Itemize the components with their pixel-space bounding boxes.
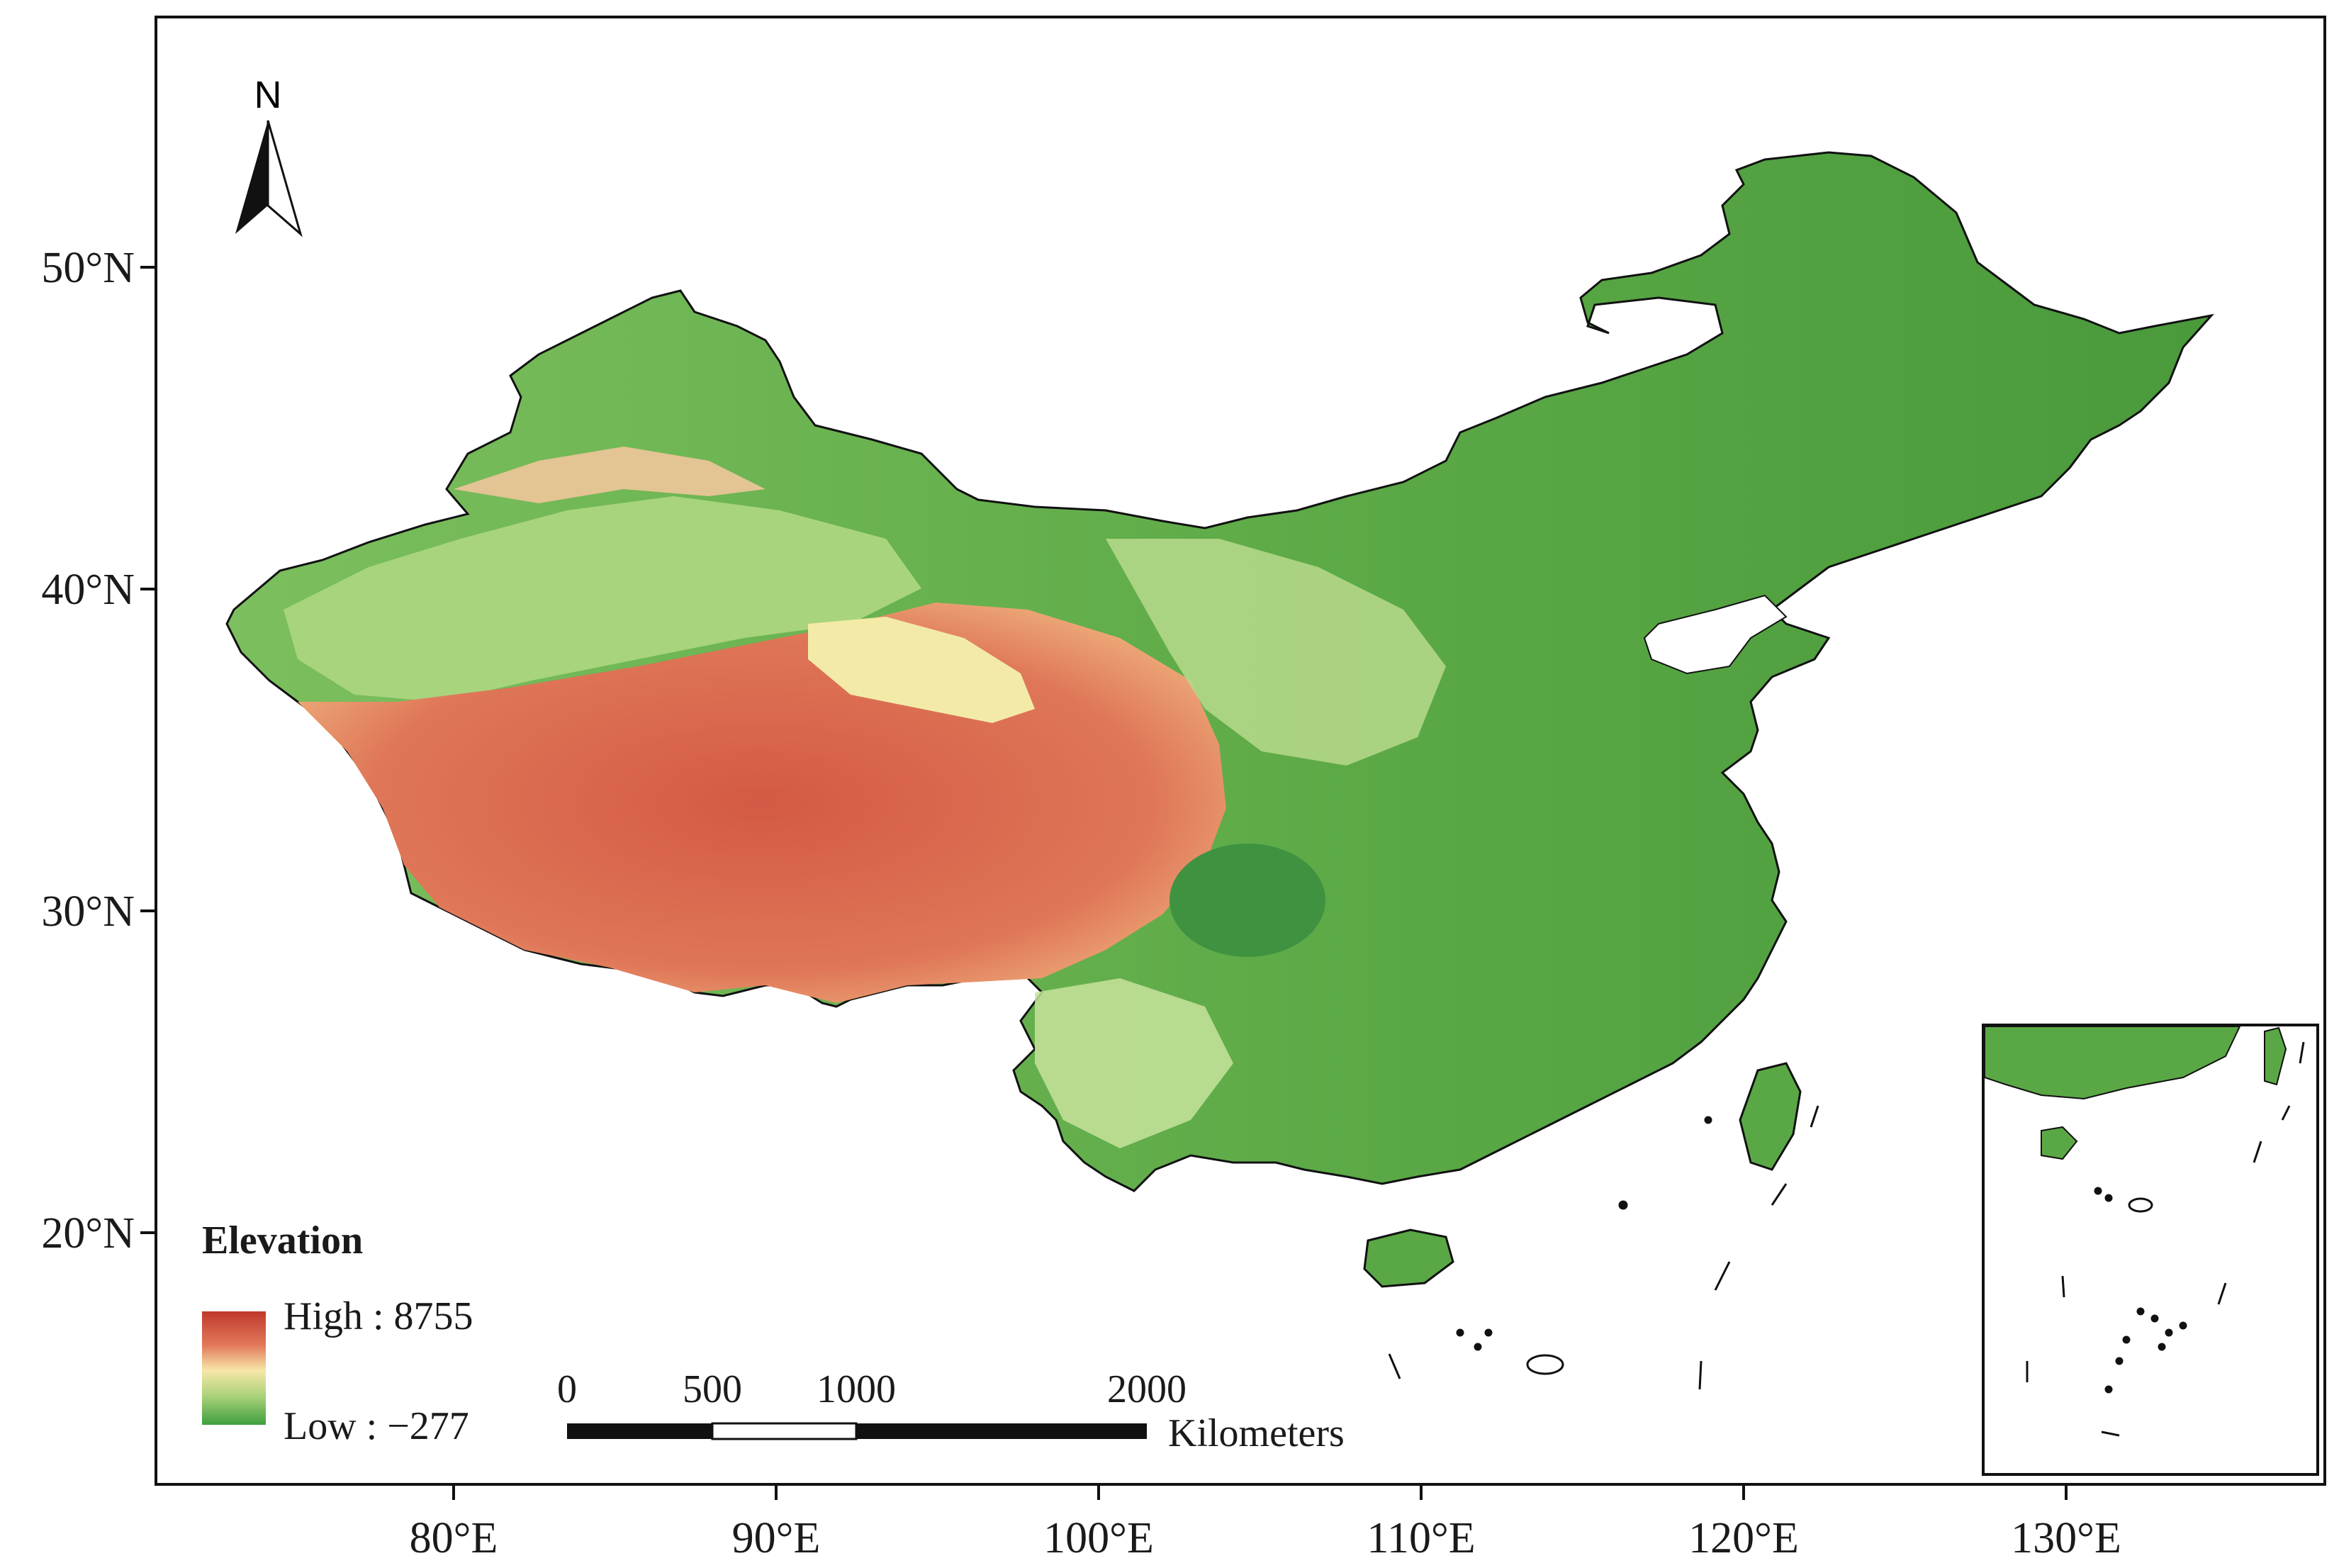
- lat-label-40: 40°N: [41, 566, 135, 614]
- longitude-ticks: [452, 1484, 2068, 1500]
- inset-taiwan: [2264, 1026, 2287, 1086]
- scale-tick-500: 500: [683, 1367, 742, 1411]
- sichuan-basin: [1170, 844, 1325, 957]
- north-arrow: N: [235, 74, 303, 237]
- map-frame: [155, 16, 2326, 1486]
- inset-mainland: [1984, 1026, 2241, 1100]
- tianshan-range: [454, 447, 765, 503]
- north-label: N: [254, 74, 282, 116]
- tarim-basin: [284, 496, 921, 702]
- hainan-island: [1363, 1228, 1454, 1288]
- legend-low-label: Low : −277: [284, 1404, 469, 1448]
- scale-bar: 0 500 1000 2000 Kilometers: [557, 1367, 1345, 1455]
- bohai-sea: [1643, 594, 1788, 675]
- scale-segment-2: [711, 1422, 858, 1440]
- scale-units: Kilometers: [1168, 1411, 1345, 1455]
- yunnan-highlands: [1035, 978, 1233, 1148]
- taiwan-island: [1739, 1062, 1802, 1171]
- lon-label-120: 120°E: [1688, 1514, 1799, 1562]
- lon-label-110: 110°E: [1367, 1514, 1475, 1562]
- scale-segment-1: [567, 1423, 712, 1439]
- scale-tick-0: 0: [557, 1367, 577, 1411]
- legend-title: Elevation: [202, 1219, 363, 1262]
- legend-high-label: High : 8755: [284, 1294, 473, 1338]
- lon-label-90: 90°E: [732, 1514, 821, 1562]
- legend-color-ramp: [202, 1311, 266, 1425]
- inset-islands: [2026, 1041, 2305, 1437]
- loess-transition: [1106, 539, 1446, 766]
- lat-label-50: 50°N: [41, 244, 135, 292]
- inset-frame: [1982, 1024, 2319, 1476]
- south-sea-islands: [1388, 1105, 1819, 1390]
- lon-label-100: 100°E: [1043, 1514, 1154, 1562]
- lon-label-130: 130°E: [2011, 1514, 2121, 1562]
- scale-tick-1000: 1000: [817, 1367, 896, 1411]
- lon-label-80: 80°E: [410, 1514, 498, 1562]
- inset-hainan: [2041, 1126, 2078, 1160]
- scale-tick-2000: 2000: [1107, 1367, 1187, 1411]
- legend: Elevation High : 8755 Low : −277: [202, 1219, 473, 1448]
- inset-map: [1982, 1024, 2319, 1476]
- lat-label-20: 20°N: [41, 1209, 135, 1258]
- latitude-ticks: [140, 266, 156, 1234]
- qaidam-basin: [808, 617, 1035, 723]
- lat-label-30: 30°N: [41, 887, 135, 936]
- scale-segment-3: [856, 1423, 1147, 1439]
